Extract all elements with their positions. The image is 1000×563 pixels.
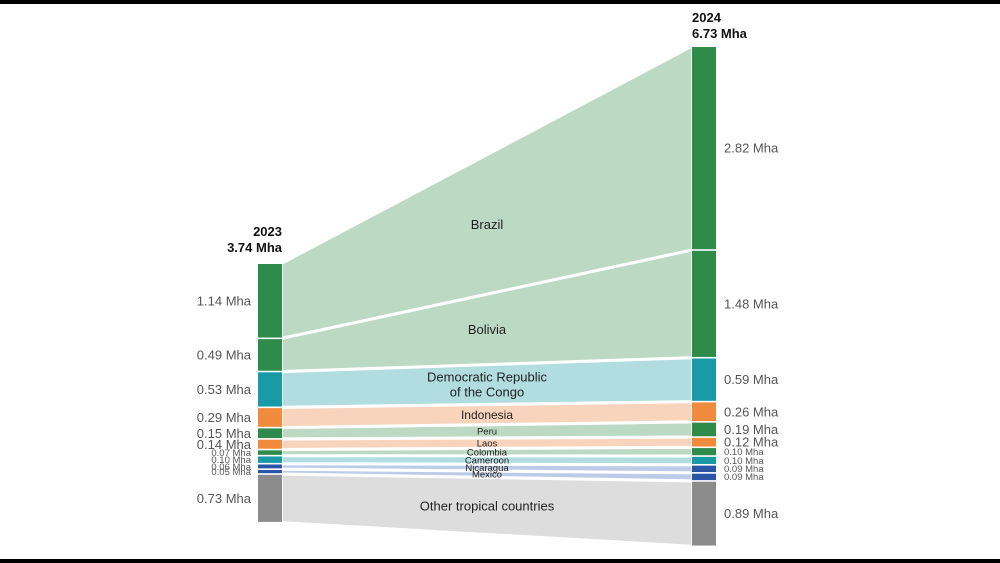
flow-label-nicaragua: Nicaragua — [465, 463, 509, 474]
value-label-2024-nicaragua: 0.09 Mha — [724, 464, 764, 475]
bar-2024-other-tropical-countries — [692, 481, 716, 546]
flow-label-mexico: Mexico — [472, 470, 502, 481]
value-label-2023-indonesia: 0.29 Mha — [197, 410, 252, 425]
flow-label-colombia: Colombia — [467, 447, 508, 458]
bar-2023-cameroon — [258, 456, 282, 463]
value-label-2024-laos: 0.12 Mha — [724, 435, 779, 450]
bar-2024-cameroon — [692, 456, 716, 465]
bar-2024-indonesia — [692, 402, 716, 422]
bar-2023-democratic-republic-of-the-congo — [258, 372, 282, 407]
year-label-2023: 2023 — [253, 224, 282, 239]
value-label-2023-nicaragua: 0.06 Mha — [211, 462, 251, 473]
bar-2024-nicaragua — [692, 465, 716, 473]
value-label-2024-cameroon: 0.10 Mha — [724, 456, 764, 467]
bar-2023-colombia — [258, 450, 282, 455]
bar-2024-laos — [692, 437, 716, 447]
flow-label-indonesia: Indonesia — [461, 408, 513, 422]
flow-label-laos: Laos — [477, 439, 498, 450]
bar-2023-peru — [258, 428, 282, 439]
value-label-2024-indonesia: 0.26 Mha — [724, 404, 779, 419]
flow-label-peru: Peru — [477, 427, 497, 438]
value-label-2024-peru: 0.19 Mha — [724, 422, 779, 437]
flow-label-brazil: Brazil — [471, 217, 504, 232]
value-label-2023-brazil: 1.14 Mha — [197, 293, 252, 308]
value-labels: 1.14 Mha 2.82 Mha 0.49 Mha 1.48 Mha 0.53 Mha… — [197, 141, 779, 522]
value-label-2024-brazil: 2.82 Mha — [724, 141, 779, 156]
value-label-2023-bolivia: 0.49 Mha — [197, 347, 252, 362]
top-border — [0, 0, 1000, 4]
total-label-2024: 6.73 Mha — [692, 26, 748, 41]
value-label-2023-colombia: 0.07 Mha — [211, 448, 251, 459]
bar-2024-democratic-republic-of-the-congo — [692, 358, 716, 401]
value-label-2023-peru: 0.15 Mha — [197, 426, 252, 441]
bar-2023-laos — [258, 439, 282, 449]
value-label-2024-other-tropical-countries: 0.89 Mha — [724, 506, 779, 521]
value-label-2024-colombia: 0.10 Mha — [724, 447, 764, 458]
bar-2024-brazil — [692, 47, 716, 250]
bar-2024-peru — [692, 422, 716, 437]
bar-2023-mexico — [258, 469, 282, 474]
flow-label-democratic-republic-of-the-congo: Democratic Republic of the Congo — [427, 370, 547, 400]
flow-label-cameroon: Cameroon — [465, 455, 509, 466]
value-label-2023-mexico: 0.05 Mha — [211, 467, 251, 478]
value-label-2023-laos: 0.14 Mha — [197, 437, 252, 452]
bar-2024-bolivia — [692, 250, 716, 357]
value-label-2024-democratic-republic-of-the-congo: 0.59 Mha — [724, 372, 779, 387]
flow-label-bolivia: Bolivia — [468, 322, 507, 337]
bottom-border — [0, 559, 1000, 563]
bar-2024-mexico — [692, 473, 716, 481]
value-label-2023-cameroon: 0.10 Mha — [211, 455, 251, 466]
bar-2023-other-tropical-countries — [258, 474, 282, 522]
total-label-2023: 3.74 Mha — [227, 240, 283, 255]
bar-2023-brazil — [258, 264, 282, 338]
value-label-2023-other-tropical-countries: 0.73 Mha — [197, 491, 252, 506]
value-label-2023-democratic-republic-of-the-congo: 0.53 Mha — [197, 382, 252, 397]
bar-2023-indonesia — [258, 408, 282, 427]
flow-label-other-tropical-countries: Other tropical countries — [420, 499, 555, 514]
flow-name-labels: Brazil Bolivia Democratic Republic of the C… — [420, 217, 555, 514]
value-label-2024-bolivia: 1.48 Mha — [724, 296, 779, 311]
value-label-2024-mexico: 0.09 Mha — [724, 472, 764, 483]
bar-2023-bolivia — [258, 339, 282, 371]
flow-bars — [258, 47, 716, 546]
bar-2023-nicaragua — [258, 464, 282, 469]
bar-2024-colombia — [692, 448, 716, 456]
year-label-2024: 2024 — [692, 10, 722, 25]
